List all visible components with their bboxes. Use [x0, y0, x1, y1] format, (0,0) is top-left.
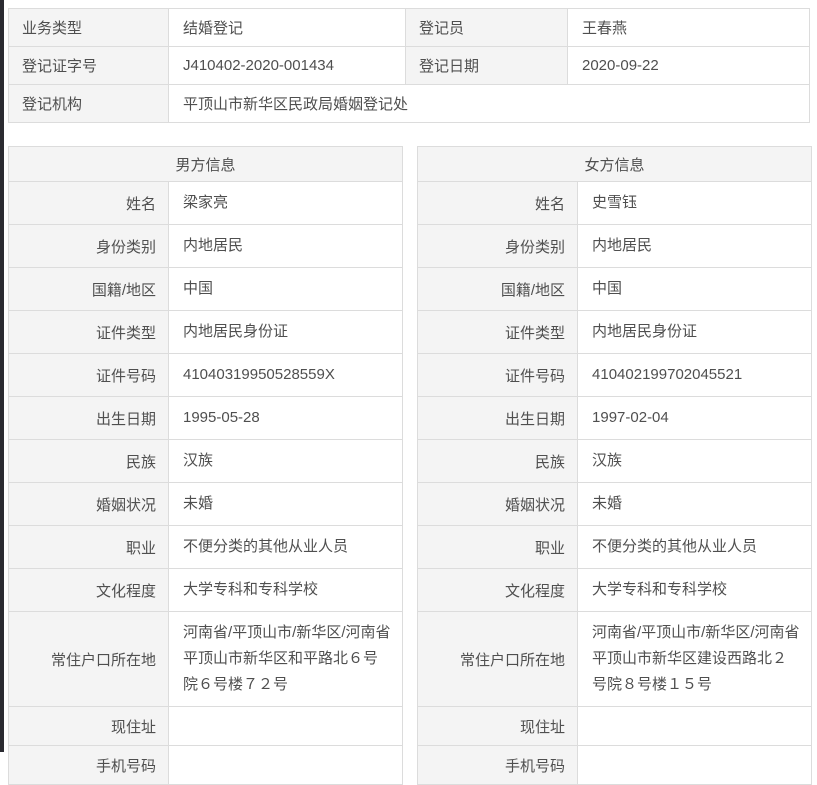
- female-info-title: 女方信息: [417, 146, 813, 182]
- field-value: 未婚: [167, 482, 404, 526]
- field-value: 史雪钰: [577, 181, 813, 225]
- field-value: 内地居民: [167, 224, 404, 268]
- field-value: 1997-02-04: [577, 396, 813, 440]
- registration-date-label: 登记日期: [405, 46, 568, 85]
- field-label: 身份类别: [8, 224, 169, 268]
- field-value: 1995-05-28: [167, 396, 404, 440]
- registrar-label: 登记员: [405, 8, 568, 47]
- table-row: 文化程度 大学专科和专科学校: [8, 568, 404, 612]
- table-row: 国籍/地区 中国: [417, 267, 813, 311]
- field-label: 职业: [8, 525, 169, 569]
- field-label: 职业: [417, 525, 579, 569]
- field-label: 姓名: [417, 181, 579, 225]
- table-row: 常住户口所在地 河南省/平顶山市/新华区/河南省平顶山市新华区建设西路北２号院８…: [417, 611, 813, 707]
- field-label: 常住户口所在地: [417, 611, 579, 707]
- table-row: 民族 汉族: [8, 439, 404, 483]
- field-value: 梁家亮: [167, 181, 404, 225]
- table-row: 常住户口所在地 河南省/平顶山市/新华区/河南省平顶山市新华区和平路北６号院６号…: [8, 611, 404, 707]
- table-row: 身份类别 内地居民: [417, 224, 813, 268]
- table-row: 证件类型 内地居民身份证: [8, 310, 404, 354]
- field-value: 410402199702045521: [577, 353, 813, 397]
- field-value: 41040319950528559X: [167, 353, 404, 397]
- field-value: 中国: [577, 267, 813, 311]
- field-value: 汉族: [577, 439, 813, 483]
- field-label: 文化程度: [8, 568, 169, 612]
- table-row: 职业 不便分类的其他从业人员: [417, 525, 813, 569]
- field-value: 未婚: [577, 482, 813, 526]
- table-row: 证件号码 410402199702045521: [417, 353, 813, 397]
- field-label: 民族: [417, 439, 579, 483]
- field-label: 文化程度: [417, 568, 579, 612]
- registration-date-value: 2020-09-22: [567, 46, 810, 85]
- field-value: 大学专科和专科学校: [167, 568, 404, 612]
- table-row: 现住址: [8, 706, 404, 746]
- registration-office-label: 登记机构: [8, 84, 169, 123]
- table-row: 国籍/地区 中国: [8, 267, 404, 311]
- field-label: 身份类别: [417, 224, 579, 268]
- table-row: 民族 汉族: [417, 439, 813, 483]
- field-label: 婚姻状况: [8, 482, 169, 526]
- field-label: 证件号码: [8, 353, 169, 397]
- field-label: 姓名: [8, 181, 169, 225]
- field-label: 婚姻状况: [417, 482, 579, 526]
- registrar-value: 王春燕: [567, 8, 810, 47]
- field-value: [577, 745, 813, 785]
- table-row: 姓名 梁家亮: [8, 181, 404, 225]
- table-row: 姓名 史雪钰: [417, 181, 813, 225]
- field-label: 出生日期: [417, 396, 579, 440]
- field-label: 手机号码: [417, 745, 579, 785]
- field-label: 出生日期: [8, 396, 169, 440]
- table-row: 业务类型 结婚登记 登记员 王春燕: [8, 8, 810, 47]
- table-row: 证件类型 内地居民身份证: [417, 310, 813, 354]
- certificate-no-value: J410402-2020-001434: [168, 46, 406, 85]
- business-type-label: 业务类型: [8, 8, 169, 47]
- table-row: 现住址: [417, 706, 813, 746]
- field-value: 内地居民身份证: [577, 310, 813, 354]
- field-label: 证件类型: [417, 310, 579, 354]
- table-row: 出生日期 1997-02-04: [417, 396, 813, 440]
- field-value: [167, 706, 404, 746]
- table-row: 手机号码: [417, 745, 813, 785]
- certificate-no-label: 登记证字号: [8, 46, 169, 85]
- field-value: 汉族: [167, 439, 404, 483]
- field-label: 国籍/地区: [417, 267, 579, 311]
- table-row: 身份类别 内地居民: [8, 224, 404, 268]
- field-label: 常住户口所在地: [8, 611, 169, 707]
- field-label: 现住址: [417, 706, 579, 746]
- table-row: 手机号码: [8, 745, 404, 785]
- table-row: 登记机构 平顶山市新华区民政局婚姻登记处: [8, 84, 810, 123]
- female-info-table: 女方信息 姓名 史雪钰 身份类别 内地居民 国籍/地区 中国 证件类型 内地居民…: [417, 146, 813, 785]
- field-value: 内地居民: [577, 224, 813, 268]
- table-row: 出生日期 1995-05-28: [8, 396, 404, 440]
- field-value: 河南省/平顶山市/新华区/河南省平顶山市新华区建设西路北２号院８号楼１５号: [577, 611, 813, 707]
- field-value: 不便分类的其他从业人员: [577, 525, 813, 569]
- field-label: 证件号码: [417, 353, 579, 397]
- male-info-table: 男方信息 姓名 梁家亮 身份类别 内地居民 国籍/地区 中国 证件类型 内地居民…: [7, 146, 404, 785]
- field-label: 国籍/地区: [8, 267, 169, 311]
- summary-table: 业务类型 结婚登记 登记员 王春燕 登记证字号 J410402-2020-001…: [8, 8, 810, 123]
- field-value: 不便分类的其他从业人员: [167, 525, 404, 569]
- table-row: 文化程度 大学专科和专科学校: [417, 568, 813, 612]
- field-value: 中国: [167, 267, 404, 311]
- field-label: 现住址: [8, 706, 169, 746]
- field-label: 民族: [8, 439, 169, 483]
- business-type-value: 结婚登记: [168, 8, 406, 47]
- field-label: 手机号码: [8, 745, 169, 785]
- table-row: 登记证字号 J410402-2020-001434 登记日期 2020-09-2…: [8, 46, 810, 85]
- table-row: 证件号码 41040319950528559X: [8, 353, 404, 397]
- field-value: [167, 745, 404, 785]
- person-tables: 男方信息 姓名 梁家亮 身份类别 内地居民 国籍/地区 中国 证件类型 内地居民…: [7, 146, 813, 785]
- left-edge-bar: [0, 0, 4, 752]
- registration-office-value: 平顶山市新华区民政局婚姻登记处: [168, 84, 810, 123]
- field-value: 内地居民身份证: [167, 310, 404, 354]
- field-value: 河南省/平顶山市/新华区/河南省平顶山市新华区和平路北６号院６号楼７２号: [167, 611, 404, 707]
- field-label: 证件类型: [8, 310, 169, 354]
- male-info-title: 男方信息: [7, 146, 404, 182]
- registration-record: 业务类型 结婚登记 登记员 王春燕 登记证字号 J410402-2020-001…: [7, 8, 813, 785]
- field-value: 大学专科和专科学校: [577, 568, 813, 612]
- table-row: 婚姻状况 未婚: [8, 482, 404, 526]
- table-row: 职业 不便分类的其他从业人员: [8, 525, 404, 569]
- field-value: [577, 706, 813, 746]
- table-row: 婚姻状况 未婚: [417, 482, 813, 526]
